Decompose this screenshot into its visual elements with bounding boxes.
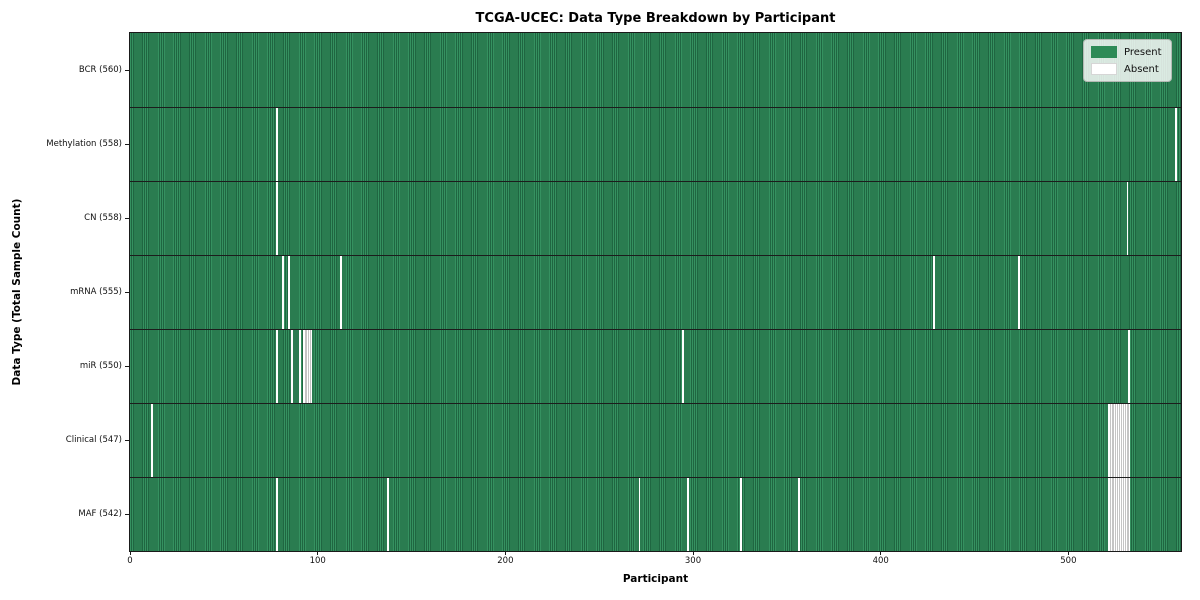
legend-entry-absent: Absent xyxy=(1091,63,1162,75)
absent-cell xyxy=(687,477,690,551)
absent-cell xyxy=(1128,403,1131,477)
x-tick-mark xyxy=(880,551,882,555)
row-separator xyxy=(130,328,1181,330)
y-tick-mark xyxy=(125,292,129,293)
absent-cell xyxy=(276,181,279,255)
absent-cell xyxy=(306,329,309,403)
absent-cell xyxy=(291,329,294,403)
plot-area xyxy=(130,33,1181,551)
absent-cell xyxy=(1107,403,1110,477)
legend-label-absent: Absent xyxy=(1124,63,1159,75)
absent-cell xyxy=(1115,477,1118,551)
absent-cell xyxy=(1175,107,1178,181)
absent-cell xyxy=(302,329,305,403)
absent-cell xyxy=(1109,403,1112,477)
row-separator xyxy=(130,106,1181,108)
absent-cell xyxy=(739,477,742,551)
x-tick-label: 0 xyxy=(127,556,133,566)
y-tick-mark xyxy=(125,366,129,367)
absent-cell xyxy=(276,477,279,551)
y-tick-label: BCR (560) xyxy=(78,65,122,75)
x-tick-label: 500 xyxy=(1060,556,1077,566)
absent-cell xyxy=(1126,477,1129,551)
absent-cell xyxy=(1120,403,1123,477)
absent-cell xyxy=(1107,477,1110,551)
absent-cell xyxy=(1113,477,1116,551)
absent-cell xyxy=(387,477,389,551)
y-tick-mark xyxy=(125,218,129,219)
present-swatch-icon xyxy=(1091,46,1117,58)
y-tick-label: MAF (542) xyxy=(78,509,122,519)
absent-cell xyxy=(1017,255,1020,329)
absent-cell xyxy=(1128,477,1131,551)
row-separator xyxy=(130,402,1181,404)
absent-cell xyxy=(1115,403,1118,477)
absent-swatch-icon xyxy=(1091,63,1117,75)
absent-cell xyxy=(681,329,684,403)
y-tick-label: mRNA (555) xyxy=(70,287,122,297)
absent-cell xyxy=(1117,477,1120,551)
chart-title: TCGA-UCEC: Data Type Breakdown by Partic… xyxy=(475,11,836,26)
y-tick-mark xyxy=(125,440,129,441)
absent-cell xyxy=(1119,477,1121,551)
absent-cell xyxy=(933,255,936,329)
absent-cell xyxy=(276,329,279,403)
x-tick-mark xyxy=(504,551,506,555)
x-tick-mark xyxy=(317,551,319,555)
absent-cell xyxy=(1122,477,1125,551)
y-tick-label: Clinical (547) xyxy=(65,435,122,445)
x-tick-mark xyxy=(692,551,694,555)
y-tick-mark xyxy=(125,70,129,71)
absent-cell xyxy=(1120,477,1123,551)
absent-cell xyxy=(1122,403,1125,477)
absent-cell xyxy=(150,403,153,477)
absent-cell xyxy=(1119,403,1121,477)
x-tick-mark xyxy=(1067,551,1069,555)
absent-cell xyxy=(1111,477,1114,551)
absent-cell xyxy=(287,255,290,329)
x-axis-title: Participant xyxy=(622,573,689,585)
absent-cell xyxy=(1126,181,1129,255)
absent-cell xyxy=(638,477,641,551)
absent-cell xyxy=(308,329,311,403)
row-separator xyxy=(130,254,1181,256)
x-tick-label: 400 xyxy=(872,556,889,566)
x-tick-label: 200 xyxy=(497,556,514,566)
legend: Present Absent xyxy=(1083,39,1172,82)
y-tick-label: miR (550) xyxy=(79,361,122,371)
absent-cell xyxy=(310,329,313,403)
absent-cell xyxy=(1128,329,1131,403)
absent-cell xyxy=(1117,403,1120,477)
y-tick-mark xyxy=(125,514,129,515)
absent-cell xyxy=(1113,403,1116,477)
row-separator xyxy=(130,476,1181,478)
absent-cell xyxy=(304,329,307,403)
absent-cell xyxy=(1124,403,1127,477)
x-tick-mark xyxy=(129,551,131,555)
absent-cell xyxy=(1124,477,1127,551)
y-axis-title: Data Type (Total Sample Count) xyxy=(11,198,23,386)
absent-cell xyxy=(1109,477,1112,551)
x-tick-label: 100 xyxy=(309,556,326,566)
absent-cell xyxy=(798,477,800,551)
absent-cell xyxy=(1111,403,1114,477)
absent-cell xyxy=(276,107,279,181)
absent-cell xyxy=(298,329,301,403)
y-tick-label: Methylation (558) xyxy=(46,139,122,149)
absent-cell xyxy=(340,255,343,329)
x-tick-label: 300 xyxy=(684,556,702,566)
legend-entry-present: Present xyxy=(1091,46,1162,58)
legend-label-present: Present xyxy=(1124,46,1162,58)
absent-cell xyxy=(282,255,284,329)
absent-cell xyxy=(1126,403,1129,477)
y-tick-mark xyxy=(125,144,129,145)
row-separator xyxy=(130,180,1181,182)
y-tick-label: CN (558) xyxy=(84,213,122,223)
